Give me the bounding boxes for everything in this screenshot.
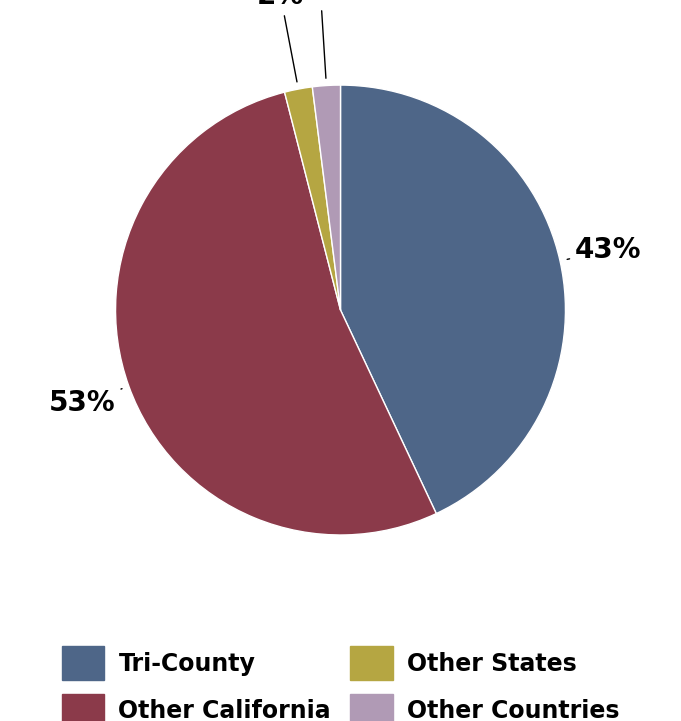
Wedge shape (116, 92, 437, 535)
Text: 2%: 2% (297, 0, 344, 79)
Wedge shape (340, 85, 565, 513)
Text: 43%: 43% (567, 236, 642, 264)
Wedge shape (285, 87, 340, 310)
Text: 2%: 2% (257, 0, 304, 82)
Text: 53%: 53% (49, 389, 122, 417)
Legend: Tri-County, Other California, Other States, Other Countries: Tri-County, Other California, Other Stat… (52, 637, 629, 721)
Wedge shape (313, 85, 340, 310)
